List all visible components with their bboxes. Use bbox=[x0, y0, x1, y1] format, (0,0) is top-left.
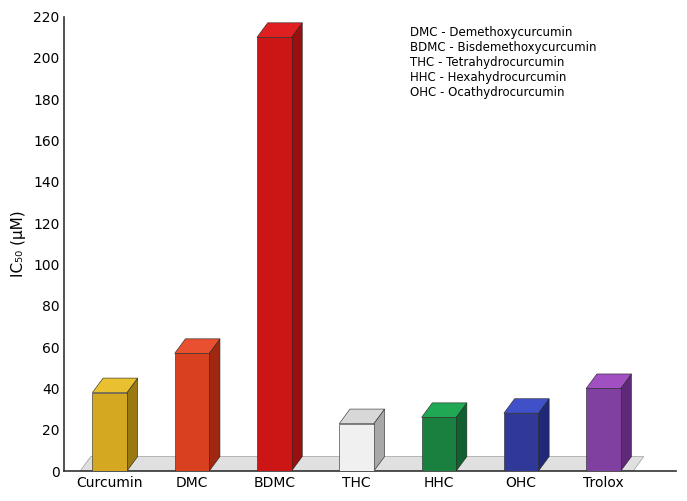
Polygon shape bbox=[80, 471, 633, 481]
Polygon shape bbox=[339, 423, 374, 471]
Polygon shape bbox=[586, 388, 621, 471]
Polygon shape bbox=[621, 374, 631, 471]
Polygon shape bbox=[210, 339, 220, 471]
Polygon shape bbox=[127, 378, 137, 471]
Polygon shape bbox=[422, 403, 467, 417]
Polygon shape bbox=[339, 409, 385, 423]
Polygon shape bbox=[422, 417, 456, 471]
Polygon shape bbox=[291, 23, 302, 471]
Polygon shape bbox=[92, 393, 127, 471]
Polygon shape bbox=[80, 456, 644, 471]
Polygon shape bbox=[456, 403, 467, 471]
Y-axis label: IC₅₀ (μM): IC₅₀ (μM) bbox=[11, 210, 26, 277]
Polygon shape bbox=[539, 399, 549, 471]
Text: DMC - Demethoxycurcumin
BDMC - Bisdemethoxycurcumin
THC - Tetrahydrocurcumin
HHC: DMC - Demethoxycurcumin BDMC - Bisdemeth… bbox=[410, 26, 596, 99]
Polygon shape bbox=[374, 409, 385, 471]
Polygon shape bbox=[586, 374, 631, 388]
Polygon shape bbox=[92, 378, 137, 393]
Polygon shape bbox=[174, 353, 210, 471]
Polygon shape bbox=[504, 413, 539, 471]
Polygon shape bbox=[257, 23, 302, 37]
Polygon shape bbox=[174, 339, 220, 353]
Polygon shape bbox=[504, 399, 549, 413]
Polygon shape bbox=[257, 37, 291, 471]
